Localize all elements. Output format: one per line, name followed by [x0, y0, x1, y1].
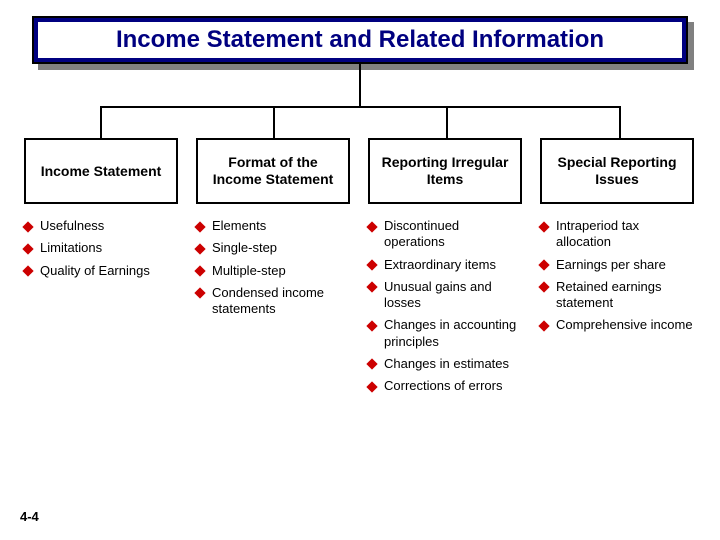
connector-vertical-drop [619, 106, 621, 138]
list-item: Single-step [196, 240, 350, 256]
column-heading: Special Reporting Issues [540, 138, 694, 204]
list-item: Condensed income statements [196, 285, 350, 318]
list-item: Changes in estimates [368, 356, 522, 372]
list-item: Multiple-step [196, 263, 350, 279]
list-item: Limitations [24, 240, 178, 256]
slide-number: 4-4 [20, 509, 39, 524]
list-item: Changes in accounting principles [368, 317, 522, 350]
connector-vertical-drop [100, 106, 102, 138]
connector-vertical-drop [446, 106, 448, 138]
connector-vertical-drop [273, 106, 275, 138]
column-list: Usefulness Limitations Quality of Earnings [24, 218, 178, 285]
list-item: Intraperiod tax allocation [540, 218, 694, 251]
column: Income Statement Usefulness Limitations Qua… [24, 138, 178, 400]
list-item: Extraordinary items [368, 257, 522, 273]
column-list: Intraperiod tax allocation Earnings per s… [540, 218, 694, 340]
column: Format of the Income Statement Elements Si… [196, 138, 350, 400]
column-list: Discontinued operations Extraordinary ite… [368, 218, 522, 400]
column-heading: Format of the Income Statement [196, 138, 350, 204]
column-heading: Reporting Irregular Items [368, 138, 522, 204]
title-inner: Income Statement and Related Information [38, 22, 682, 58]
list-item: Corrections of errors [368, 378, 522, 394]
list-item: Retained earnings statement [540, 279, 694, 312]
title-box: Income Statement and Related Information [32, 16, 688, 64]
connector-vertical-main [359, 64, 361, 106]
column-list: Elements Single-step Multiple-step Condense… [196, 218, 350, 323]
list-item: Quality of Earnings [24, 263, 178, 279]
title-container: Income Statement and Related Information [32, 16, 688, 64]
column-heading: Income Statement [24, 138, 178, 204]
column: Special Reporting Issues Intraperiod tax … [540, 138, 694, 400]
list-item: Comprehensive income [540, 317, 694, 333]
list-item: Elements [196, 218, 350, 234]
list-item: Unusual gains and losses [368, 279, 522, 312]
list-item: Earnings per share [540, 257, 694, 273]
column: Reporting Irregular Items Discontinued op… [368, 138, 522, 400]
page-title: Income Statement and Related Information [116, 26, 604, 54]
list-item: Usefulness [24, 218, 178, 234]
columns-container: Income Statement Usefulness Limitations Qua… [24, 138, 696, 400]
list-item: Discontinued operations [368, 218, 522, 251]
connector-horizontal [100, 106, 620, 108]
